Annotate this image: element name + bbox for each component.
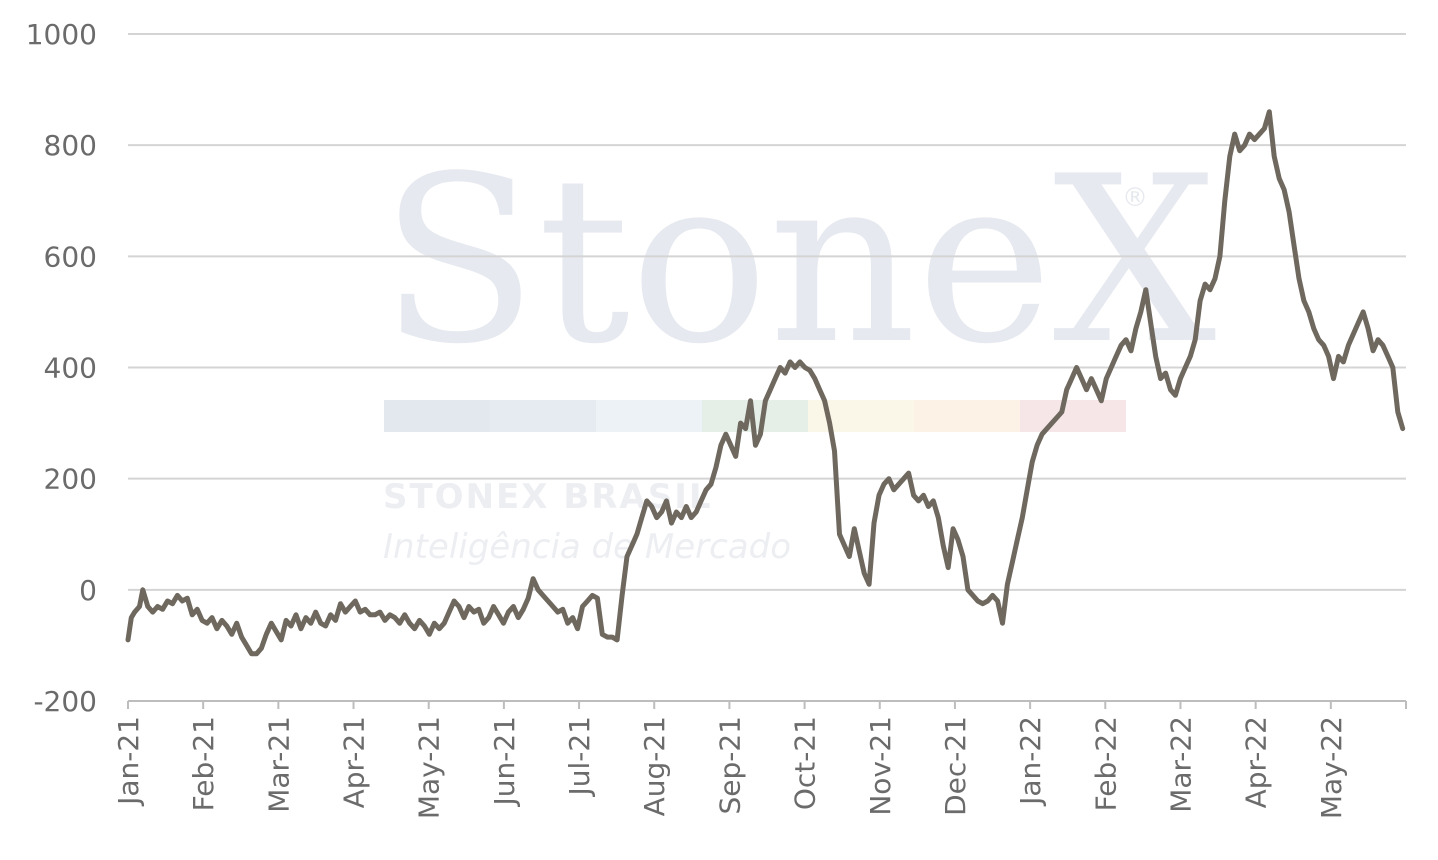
series-line — [125, 109, 1406, 657]
watermark-bar-segment — [596, 400, 702, 432]
watermark-bar-segment — [490, 400, 596, 432]
x-tick-label: Jan-21 — [112, 716, 145, 807]
watermark-bar-segment — [384, 400, 490, 432]
x-tick-label: May-22 — [1315, 716, 1348, 819]
y-tick-label: 0 — [79, 574, 97, 607]
x-tick-label: Mar-22 — [1164, 716, 1197, 813]
x-tick-label: Jul-21 — [563, 716, 596, 798]
x-tick-label: Jan-22 — [1014, 716, 1047, 807]
x-tick-label: Aug-21 — [638, 716, 671, 816]
watermark-bar-segment — [1020, 400, 1126, 432]
y-tick-label: -200 — [33, 685, 97, 718]
y-tick-label: 200 — [44, 463, 97, 496]
watermark-bar-segment — [914, 400, 1020, 432]
y-tick-label: 1000 — [26, 18, 97, 51]
x-tick-label: Jun-21 — [488, 716, 521, 807]
series-group — [125, 109, 1406, 657]
x-tick-label: Feb-22 — [1089, 716, 1122, 811]
watermark-registered-mark: ® — [1122, 183, 1148, 213]
x-tick-label: Nov-21 — [864, 716, 897, 816]
y-tick-label: 600 — [44, 240, 97, 273]
x-tick-label: Apr-22 — [1240, 716, 1273, 808]
x-tick-label: Mar-21 — [262, 716, 295, 813]
y-axis-ticks: -200 0 200 400 600 800 1000 — [26, 18, 97, 718]
x-tick-label: Sep-21 — [713, 716, 746, 815]
x-axis: Jan-21 Feb-21 Mar-21 Apr-21 May-21 Jun-21 Jul-… — [112, 700, 1407, 819]
x-tick-label: Apr-21 — [338, 716, 371, 808]
x-tick-label: Feb-21 — [187, 716, 220, 811]
x-tick-label: Oct-21 — [789, 716, 822, 810]
y-tick-label: 800 — [44, 129, 97, 162]
stonex-watermark: StoneX ® STONEX BRASIL Inteligência de M… — [380, 128, 1216, 567]
watermark-logo-text: StoneX — [380, 128, 1216, 395]
x-tick-label: Dec-21 — [939, 716, 972, 816]
y-tick-label: 400 — [44, 352, 97, 385]
watermark-line2: Inteligência de Mercado — [383, 527, 791, 567]
x-tick-label: May-21 — [413, 716, 446, 819]
